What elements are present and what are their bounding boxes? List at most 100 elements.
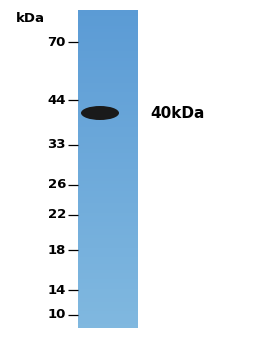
Bar — [78, 140, 138, 144]
Bar — [78, 222, 138, 226]
Bar — [78, 321, 138, 324]
Bar — [78, 130, 138, 134]
Bar — [78, 232, 138, 236]
Bar — [78, 92, 138, 96]
Bar — [78, 210, 138, 213]
Bar — [78, 276, 138, 280]
Bar — [78, 254, 138, 258]
Bar — [78, 35, 138, 39]
Bar — [78, 54, 138, 58]
Bar — [78, 295, 138, 299]
Bar — [78, 48, 138, 52]
Bar — [78, 165, 138, 169]
Bar — [78, 29, 138, 33]
Bar — [78, 292, 138, 296]
Bar — [78, 64, 138, 67]
Bar — [78, 267, 138, 270]
Bar — [78, 51, 138, 55]
Bar — [78, 264, 138, 267]
Bar — [78, 96, 138, 99]
Text: 14: 14 — [48, 283, 66, 297]
Bar — [78, 38, 138, 42]
Bar — [78, 10, 138, 14]
Bar — [78, 308, 138, 312]
Bar — [78, 143, 138, 147]
Bar — [78, 16, 138, 20]
Bar — [78, 172, 138, 175]
Bar — [78, 127, 138, 131]
Bar — [78, 175, 138, 179]
Bar — [78, 121, 138, 125]
Bar — [78, 305, 138, 308]
Bar — [78, 273, 138, 277]
Bar — [78, 194, 138, 197]
Bar — [78, 58, 138, 61]
Bar — [78, 200, 138, 204]
Bar — [78, 23, 138, 26]
Bar — [78, 86, 138, 90]
Bar — [78, 102, 138, 105]
Bar — [78, 270, 138, 274]
Text: 18: 18 — [48, 244, 66, 256]
Bar — [78, 203, 138, 207]
Bar — [78, 76, 138, 80]
Bar — [78, 118, 138, 121]
Bar — [78, 216, 138, 220]
Bar — [78, 197, 138, 201]
Bar — [78, 286, 138, 289]
Ellipse shape — [81, 106, 119, 120]
Bar — [78, 89, 138, 93]
Text: 70: 70 — [48, 35, 66, 49]
Bar — [78, 168, 138, 172]
Bar — [78, 219, 138, 223]
Bar — [78, 162, 138, 166]
Bar — [78, 248, 138, 251]
Bar — [78, 73, 138, 77]
Bar — [78, 42, 138, 45]
Bar — [78, 80, 138, 84]
Bar — [78, 61, 138, 64]
Bar — [78, 26, 138, 30]
Bar — [78, 225, 138, 229]
Bar — [78, 324, 138, 328]
Bar — [78, 299, 138, 302]
Bar — [78, 112, 138, 115]
Text: 22: 22 — [48, 209, 66, 221]
Bar — [78, 251, 138, 254]
Bar — [78, 115, 138, 118]
Bar — [78, 32, 138, 36]
Bar — [78, 20, 138, 23]
Bar — [78, 213, 138, 217]
Bar — [78, 105, 138, 109]
Bar — [78, 153, 138, 156]
Bar — [78, 156, 138, 159]
Bar — [78, 178, 138, 182]
Bar — [78, 245, 138, 248]
Bar — [78, 67, 138, 71]
Bar — [78, 302, 138, 305]
Text: 44: 44 — [48, 93, 66, 106]
Bar — [78, 45, 138, 49]
Text: 33: 33 — [48, 139, 66, 152]
Bar — [78, 108, 138, 112]
Bar — [78, 146, 138, 150]
Bar — [78, 207, 138, 210]
Text: 26: 26 — [48, 179, 66, 191]
Bar — [78, 124, 138, 128]
Bar — [78, 137, 138, 141]
Bar — [78, 150, 138, 153]
Bar — [78, 261, 138, 264]
Bar — [78, 241, 138, 245]
Bar — [78, 134, 138, 137]
Bar — [78, 229, 138, 233]
Bar — [78, 159, 138, 163]
Bar — [78, 311, 138, 315]
Bar — [78, 317, 138, 321]
Bar — [78, 99, 138, 102]
Text: 10: 10 — [48, 308, 66, 321]
Text: kDa: kDa — [15, 11, 44, 25]
Bar — [78, 257, 138, 261]
Bar — [78, 314, 138, 318]
Bar — [78, 181, 138, 185]
Bar — [78, 238, 138, 242]
